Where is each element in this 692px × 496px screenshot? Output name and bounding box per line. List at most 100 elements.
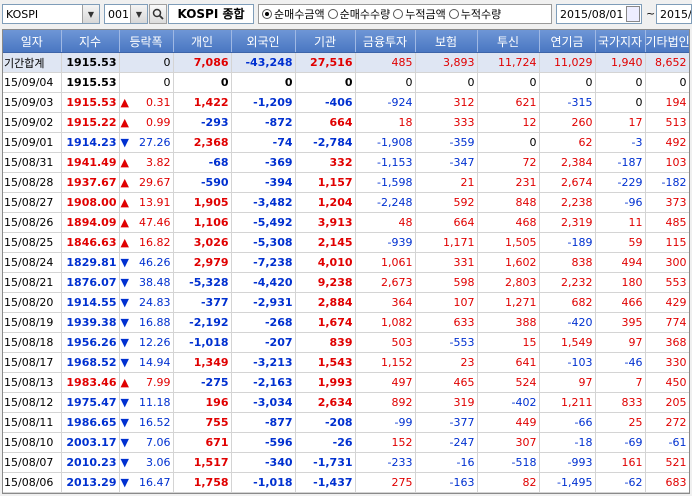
table-row[interactable]: 15/08/28 1937.67 ▲ 29.67 -590 -394 1,157 -1,598… xyxy=(3,172,689,193)
column-header[interactable]: 개인 xyxy=(173,30,232,53)
date-from-field[interactable]: 2015/08/01 xyxy=(556,4,642,24)
value-cell-fin: -939 xyxy=(355,232,416,253)
table-row[interactable]: 15/09/01 1914.23 ▼ 27.26 2,368 -74 -2,784 -1,90… xyxy=(3,132,689,153)
radio-option[interactable]: 누적수량 xyxy=(448,6,501,22)
column-header[interactable]: 기타법인 xyxy=(645,30,689,53)
radio-circle-icon[interactable] xyxy=(393,9,404,19)
table-row[interactable]: 15/08/17 1968.52 ▼ 14.94 1,349 -3,213 1,543 1,1… xyxy=(3,352,689,373)
column-header[interactable]: 금융투자 xyxy=(355,30,416,53)
table-row[interactable]: 15/08/24 1829.81 ▼ 46.26 2,979 -7,238 4,010 1,0… xyxy=(3,252,689,273)
change-cell: ▼ 16.52 xyxy=(119,412,174,433)
table-row[interactable]: 15/08/26 1894.09 ▲ 47.46 1,106 -5,492 3,913 48 6… xyxy=(3,212,689,233)
up-triangle-icon: ▲ xyxy=(120,196,129,209)
column-header[interactable]: 일자 xyxy=(3,30,62,53)
value-cell-trust: 1,271 xyxy=(477,292,540,313)
table-row[interactable]: 15/08/20 1914.55 ▼ 24.83 -377 -2,931 2,884 364 1… xyxy=(3,292,689,313)
value-cell-ins: 3,893 xyxy=(415,52,478,73)
value-cell-trust: 388 xyxy=(477,312,540,333)
column-header[interactable]: 연기금 xyxy=(539,30,596,53)
table-row[interactable]: 15/08/12 1975.47 ▼ 11.18 196 -3,034 2,634 892 31… xyxy=(3,392,689,413)
radio-circle-icon[interactable] xyxy=(262,9,272,19)
chevron-down-icon[interactable]: ▼ xyxy=(130,5,147,23)
value-cell-gov: 1,940 xyxy=(595,52,646,73)
column-header[interactable]: 등락폭 xyxy=(119,30,174,53)
search-button[interactable] xyxy=(149,4,167,24)
value-cell-etc: 774 xyxy=(645,312,689,333)
market-combo[interactable]: KOSPI ▼ xyxy=(2,4,100,24)
chevron-down-icon[interactable]: ▼ xyxy=(82,5,99,23)
value-cell-inst: -406 xyxy=(295,92,356,113)
value-cell-ins: 333 xyxy=(415,112,478,133)
value-cell-ind: -1,018 xyxy=(173,332,232,353)
radio-option[interactable]: 순매수수량 xyxy=(327,6,390,22)
column-header[interactable]: 보험 xyxy=(415,30,478,53)
change-cell: ▲ 3.82 xyxy=(119,152,174,173)
value-cell-inst: 1,674 xyxy=(295,312,356,333)
value-cell-pen: 260 xyxy=(539,112,596,133)
radio-circle-icon[interactable] xyxy=(448,9,459,19)
value-cell-ind: 2,368 xyxy=(173,132,232,153)
value-cell-pen: 1,549 xyxy=(539,332,596,353)
index-cell: 1846.63 xyxy=(61,232,120,253)
radio-option[interactable]: 순매수금액 xyxy=(262,6,325,22)
change-value: 27.26 xyxy=(139,136,171,149)
table-row[interactable]: 15/08/21 1876.07 ▼ 38.48 -5,328 -4,420 9,238 2,… xyxy=(3,272,689,293)
column-header[interactable]: 외국인 xyxy=(231,30,296,53)
value-cell-ins: 592 xyxy=(415,192,478,213)
value-cell-fin: 152 xyxy=(355,432,416,453)
value-cell-gov: -96 xyxy=(595,192,646,213)
table-row[interactable]: 15/08/10 2003.17 ▼ 7.06 671 -596 -26 152 -247 307… xyxy=(3,432,689,453)
value-cell-etc: 368 xyxy=(645,332,689,353)
table-row[interactable]: 15/08/06 2013.29 ▼ 16.47 1,758 -1,018 -1,437 27… xyxy=(3,472,689,493)
table-row[interactable]: 15/09/03 1915.53 ▲ 0.31 1,422 -1,209 -406 -924 3… xyxy=(3,92,689,113)
change-cell: ▲ 29.67 xyxy=(119,172,174,193)
radio-circle-icon[interactable] xyxy=(327,9,338,19)
value-cell-ind: 2,979 xyxy=(173,252,232,273)
down-triangle-icon: ▼ xyxy=(120,256,129,269)
value-cell-ins: -359 xyxy=(415,132,478,153)
change-value: 0 xyxy=(163,56,171,69)
table-row[interactable]: 15/08/25 1846.63 ▲ 16.82 3,026 -5,308 2,145 -93… xyxy=(3,232,689,253)
date-to-field[interactable]: 2015/09/0 xyxy=(656,4,692,24)
value-cell-trust: 0 xyxy=(477,72,540,93)
date-cell: 15/08/12 xyxy=(3,392,62,413)
column-header[interactable]: 기관 xyxy=(295,30,356,53)
value-cell-gov: -3 xyxy=(595,132,646,153)
table-row[interactable]: 15/08/07 2010.23 ▼ 3.06 1,517 -340 -1,731 -233-… xyxy=(3,452,689,473)
column-header[interactable]: 투신 xyxy=(477,30,540,53)
value-cell-trust: 1,602 xyxy=(477,252,540,273)
value-cell-inst: 2,634 xyxy=(295,392,356,413)
date-cell: 15/09/02 xyxy=(3,112,62,133)
table-row[interactable]: 기간합계 1915.53 0 7,086 -43,248 27,516 485 3,893 11… xyxy=(3,52,689,73)
column-header[interactable]: 지수 xyxy=(61,30,120,53)
value-cell-ind: 3,026 xyxy=(173,232,232,253)
value-cell-gov: 97 xyxy=(595,332,646,353)
radio-option[interactable]: 누적금액 xyxy=(393,6,446,22)
table-row[interactable]: 15/08/31 1941.49 ▲ 3.82 -68 -369 332 -1,153 -347… xyxy=(3,152,689,173)
change-value: 24.83 xyxy=(139,296,171,309)
calendar-icon[interactable] xyxy=(626,6,640,22)
value-cell-for: -369 xyxy=(231,152,296,173)
value-cell-pen: -315 xyxy=(539,92,596,113)
value-cell-pen: 11,029 xyxy=(539,52,596,73)
table-row[interactable]: 15/08/27 1908.00 ▲ 13.91 1,905 -3,482 1,204 -2,… xyxy=(3,192,689,213)
change-value: 38.48 xyxy=(139,276,171,289)
code-combo[interactable]: 001 ▼ xyxy=(104,4,148,24)
table-row[interactable]: 15/08/13 1983.46 ▲ 7.99 -275 -2,163 1,993 497 46… xyxy=(3,372,689,393)
value-cell-fin: 497 xyxy=(355,372,416,393)
date-cell: 15/08/07 xyxy=(3,452,62,473)
value-cell-fin: -2,248 xyxy=(355,192,416,213)
column-header[interactable]: 국가지자 xyxy=(595,30,646,53)
value-cell-fin: 1,152 xyxy=(355,352,416,373)
table-row[interactable]: 15/08/11 1986.65 ▼ 16.52 755 -877 -208 -99 -377 4… xyxy=(3,412,689,433)
table-row[interactable]: 15/08/19 1939.38 ▼ 16.88 -2,192 -268 1,674 1,08… xyxy=(3,312,689,333)
value-cell-ins: -377 xyxy=(415,412,478,433)
table-row[interactable]: 15/08/18 1956.26 ▼ 12.26 -1,018 -207 839 503 -55… xyxy=(3,332,689,353)
table-row[interactable]: 15/09/04 1915.53 0 0 0 0 0 0 0 0 0 0 xyxy=(3,72,689,93)
change-cell: ▼ 3.06 xyxy=(119,452,174,473)
down-triangle-icon: ▼ xyxy=(120,416,129,429)
table-row[interactable]: 15/09/02 1915.22 ▲ 0.99 -293 -872 664 18 333 12 26… xyxy=(3,112,689,133)
index-cell: 1914.55 xyxy=(61,292,120,313)
date-cell: 15/08/20 xyxy=(3,292,62,313)
value-cell-etc: 373 xyxy=(645,192,689,213)
